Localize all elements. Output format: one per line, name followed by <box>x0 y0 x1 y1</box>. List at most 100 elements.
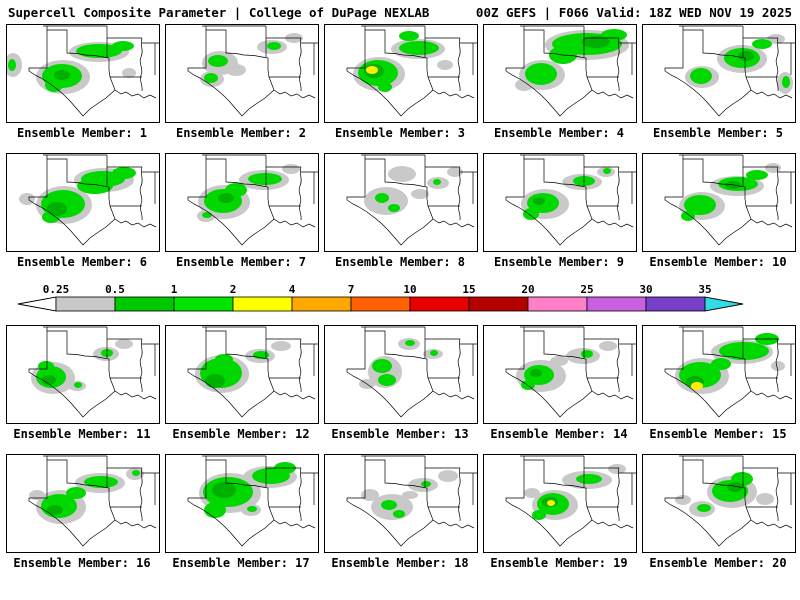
ensemble-member-label: Ensemble Member: 14 <box>490 427 628 441</box>
scp-green-area <box>8 59 16 71</box>
ensemble-member-label: Ensemble Member: 17 <box>172 556 310 570</box>
scp-dgreen-area <box>54 70 70 80</box>
ensemble-map <box>6 153 160 252</box>
ensemble-member-label: Ensemble Member: 3 <box>334 126 466 140</box>
colorbar-tick-label: 15 <box>462 283 475 296</box>
scp-dgreen-area <box>212 482 236 498</box>
state-border <box>775 166 779 221</box>
scp-gray-area <box>437 60 453 70</box>
state-border <box>505 330 593 418</box>
scp-gray-area <box>608 464 626 474</box>
state-border <box>187 158 275 246</box>
colorbar-tick-label: 7 <box>348 283 355 296</box>
colorbar-segment <box>645 296 706 312</box>
colorbar-tick-label: 0.5 <box>105 283 125 296</box>
ensemble-map <box>324 454 478 553</box>
ensemble-grid: Ensemble Member: 1 Ensemble Member: 2 Ense… <box>0 24 800 570</box>
state-border <box>505 158 593 246</box>
colorbar-tick-label: 4 <box>289 283 296 296</box>
state-border <box>457 37 461 92</box>
ensemble-panel: Ensemble Member: 4 <box>483 24 637 140</box>
scp-green-area <box>430 350 438 356</box>
scp-gray-area <box>675 495 691 505</box>
scp-green-area <box>405 340 415 346</box>
colorbar-segment <box>232 296 293 312</box>
ensemble-member-label: Ensemble Member: 13 <box>331 427 469 441</box>
colorbar-tick-label: 20 <box>521 283 534 296</box>
scp-gray-area <box>122 68 136 78</box>
ensemble-panel: Ensemble Member: 11 <box>6 325 160 441</box>
state-border <box>346 459 434 547</box>
ensemble-panel: Ensemble Member: 3 <box>324 24 478 140</box>
state-border <box>187 29 275 117</box>
state-border <box>346 158 434 246</box>
scp-gray-area <box>767 34 785 44</box>
scp-green-area <box>247 506 257 512</box>
ensemble-panel: Ensemble Member: 10 <box>642 153 796 269</box>
state-border <box>139 338 143 393</box>
colorbar-tick-label: 25 <box>580 283 593 296</box>
scp-dgreen-area <box>530 369 542 377</box>
scp-green-area <box>215 354 233 364</box>
scp-green-area <box>388 204 400 212</box>
ensemble-panel: Ensemble Member: 8 <box>324 153 478 269</box>
state-border <box>273 390 316 400</box>
ensemble-member-label: Ensemble Member: 2 <box>175 126 307 140</box>
colorbar-tick-label: 0.25 <box>43 283 70 296</box>
state-border <box>432 390 475 400</box>
scp-gray-area <box>756 493 774 505</box>
scp-green-area <box>690 68 712 84</box>
scp-yellow-area <box>547 500 555 506</box>
ensemble-map <box>483 153 637 252</box>
scp-dgreen-area <box>205 374 225 388</box>
ensemble-member-label: Ensemble Member: 11 <box>13 427 151 441</box>
colorbar-tick-label: 1 <box>171 283 178 296</box>
panel-row-2: Ensemble Member: 6 Ensemble Member: 7 Ense… <box>0 153 800 269</box>
scp-green-area <box>84 476 118 488</box>
scp-green-area <box>225 183 247 197</box>
scp-green-area <box>399 31 419 41</box>
scp-gray-area <box>226 64 246 76</box>
scp-dgreen-area <box>727 482 743 492</box>
scp-green-area <box>523 208 539 220</box>
scp-green-area <box>66 487 86 499</box>
state-border <box>273 89 316 99</box>
ensemble-member-label: Ensemble Member: 19 <box>490 556 628 570</box>
title-bar: Supercell Composite Parameter | College … <box>0 0 800 24</box>
scp-green-area <box>204 73 218 83</box>
scp-green-area <box>381 500 397 510</box>
state-border <box>114 390 157 400</box>
scp-green-area <box>204 502 226 518</box>
scp-gray-area <box>550 356 568 366</box>
scp-gray-area <box>271 341 291 351</box>
state-border <box>114 519 157 529</box>
ensemble-member-label: Ensemble Member: 20 <box>649 556 787 570</box>
scp-dgreen-area <box>47 505 63 515</box>
state-border <box>457 166 461 221</box>
state-border <box>591 390 634 400</box>
colorbar-scale: 0.25 0.5 1 2 4 7 10 15 20 25 30 35 <box>17 283 744 312</box>
state-border <box>432 218 475 228</box>
ensemble-member-label: Ensemble Member: 6 <box>16 255 148 269</box>
state-border <box>273 519 316 529</box>
scp-green-area <box>248 173 282 185</box>
colorbar: 0.25 0.5 1 2 4 7 10 15 20 25 30 35 <box>0 282 800 316</box>
ensemble-member-label: Ensemble Member: 1 <box>16 126 148 140</box>
state-border <box>346 29 434 117</box>
state-border <box>616 467 620 522</box>
colorbar-segment <box>527 296 588 312</box>
scp-green-area <box>393 510 405 518</box>
colorbar-segment <box>468 296 529 312</box>
state-border <box>750 390 793 400</box>
state-border <box>298 166 302 221</box>
scp-green-area <box>433 179 441 185</box>
scp-gray-area <box>388 166 416 182</box>
scp-green-area <box>681 211 695 221</box>
ensemble-panel: Ensemble Member: 15 <box>642 325 796 441</box>
ensemble-map <box>642 325 796 424</box>
state-border <box>28 330 116 418</box>
state-border <box>616 338 620 393</box>
scp-dgreen-area <box>533 197 545 205</box>
state-border <box>114 218 157 228</box>
state-border <box>505 459 593 547</box>
